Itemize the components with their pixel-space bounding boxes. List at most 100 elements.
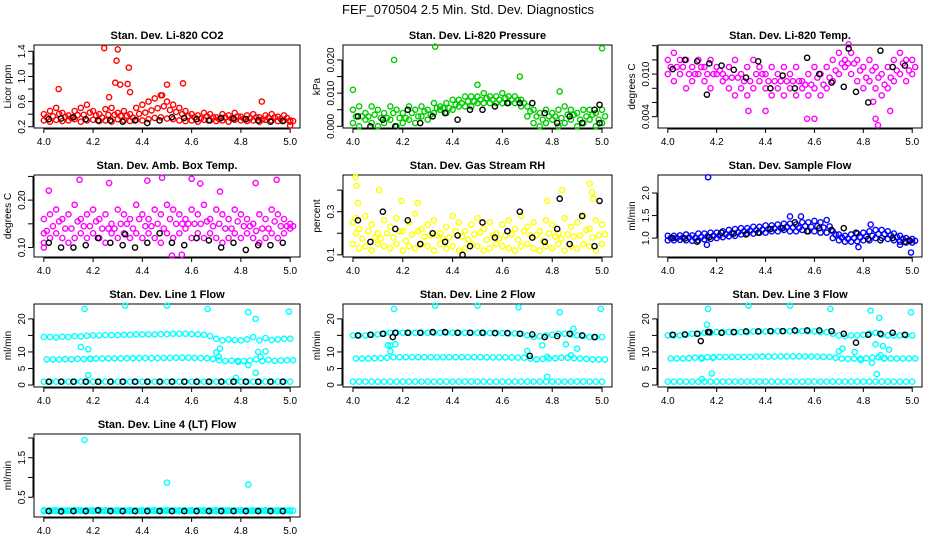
data-point [176,104,183,112]
data-point [548,245,556,252]
data-point [511,93,519,100]
data-point [561,103,568,110]
data-point [734,353,742,361]
x-tick-label: 4.0 [346,396,360,407]
x-tick-label: 5.0 [283,137,297,148]
data-point [71,107,78,115]
reference-point [404,217,412,224]
data-point [480,225,488,233]
outlier-point [875,314,883,322]
data-point [40,110,48,118]
data-point [206,332,214,340]
y-tick-label: 0.010 [326,80,337,105]
reference-point [57,115,65,122]
data-point [467,378,475,386]
reference-point [82,507,90,515]
data-point [383,354,391,362]
data-point [817,219,824,226]
data-point [176,211,183,218]
data-point [853,77,861,85]
data-point [154,354,161,362]
panel-title: Stan. Dev. Li-820 CO2 [111,30,224,42]
data-point [902,378,910,386]
x-tick-label: 4.4 [446,266,460,277]
data-point [71,234,78,242]
data-point [835,49,843,57]
data-point [860,378,867,386]
x-tick-label: 4.8 [234,137,248,148]
data-point [893,355,901,362]
data-point [380,109,388,117]
outlier-point [87,355,94,363]
outlier-point [84,346,92,353]
data-point [807,81,815,89]
data-point [768,222,775,229]
series-points [349,43,609,130]
data-point [586,225,593,233]
data-point [737,224,745,232]
reference-point [119,118,126,126]
reference-point [669,234,676,242]
data-point [461,93,469,100]
data-point [374,378,382,386]
reference-point [516,208,524,215]
data-point [194,112,202,119]
data-point [807,223,815,231]
y-tick-label: 0 [17,382,28,388]
reference-point [404,106,412,114]
reference-point [516,99,524,107]
data-point [108,104,115,112]
panel-9: Stan. Dev. Line 3 Flow 4.0 4.2 4.4 4.6 4.8 5.0… [627,289,923,407]
reference-point [816,70,823,78]
data-point [576,232,584,239]
reference-point [877,330,884,338]
data-point [505,378,512,386]
reference-point [596,101,603,109]
reference-point [791,327,799,334]
data-point [49,222,57,230]
data-point [866,378,873,386]
data-point [533,113,540,120]
data-point [129,354,137,362]
data-point [95,332,103,339]
outlier-point [215,353,223,360]
data-point [499,242,506,250]
outlier-point [244,481,252,488]
data-point [731,92,739,99]
reference-point [230,115,237,122]
outlier-point [590,195,597,203]
panel-8: Stan. Dev. Line 2 Flow 4.0 4.2 4.4 4.6 4.8 5.0… [312,289,613,407]
data-point [59,109,66,117]
outlier-point [880,355,888,362]
data-point [283,356,291,364]
reference-point [217,378,225,386]
data-point [601,356,609,363]
data-point [499,89,506,97]
data-point [430,99,438,107]
data-point [688,77,696,85]
data-point [362,242,369,250]
data-point [514,354,522,361]
data-point [774,378,782,386]
data-point [55,356,63,363]
data-point [872,63,879,71]
series-points [40,302,297,386]
data-point [154,104,161,112]
outlier-point [262,347,269,355]
data-point [664,56,672,64]
data-point [114,109,122,117]
reference-point [242,378,250,386]
data-point [237,234,245,242]
x-tick-label: 4.8 [234,396,248,407]
data-point [573,219,581,226]
x-tick-label: 4.2 [86,526,100,537]
data-point [884,84,892,92]
reference-point [864,331,872,339]
data-point [756,77,763,85]
data-point [826,353,833,361]
data-point [695,70,702,78]
data-point [542,119,550,127]
data-point [225,112,232,119]
y-tick-label: 0 [641,382,652,388]
outlier-point [163,479,171,486]
